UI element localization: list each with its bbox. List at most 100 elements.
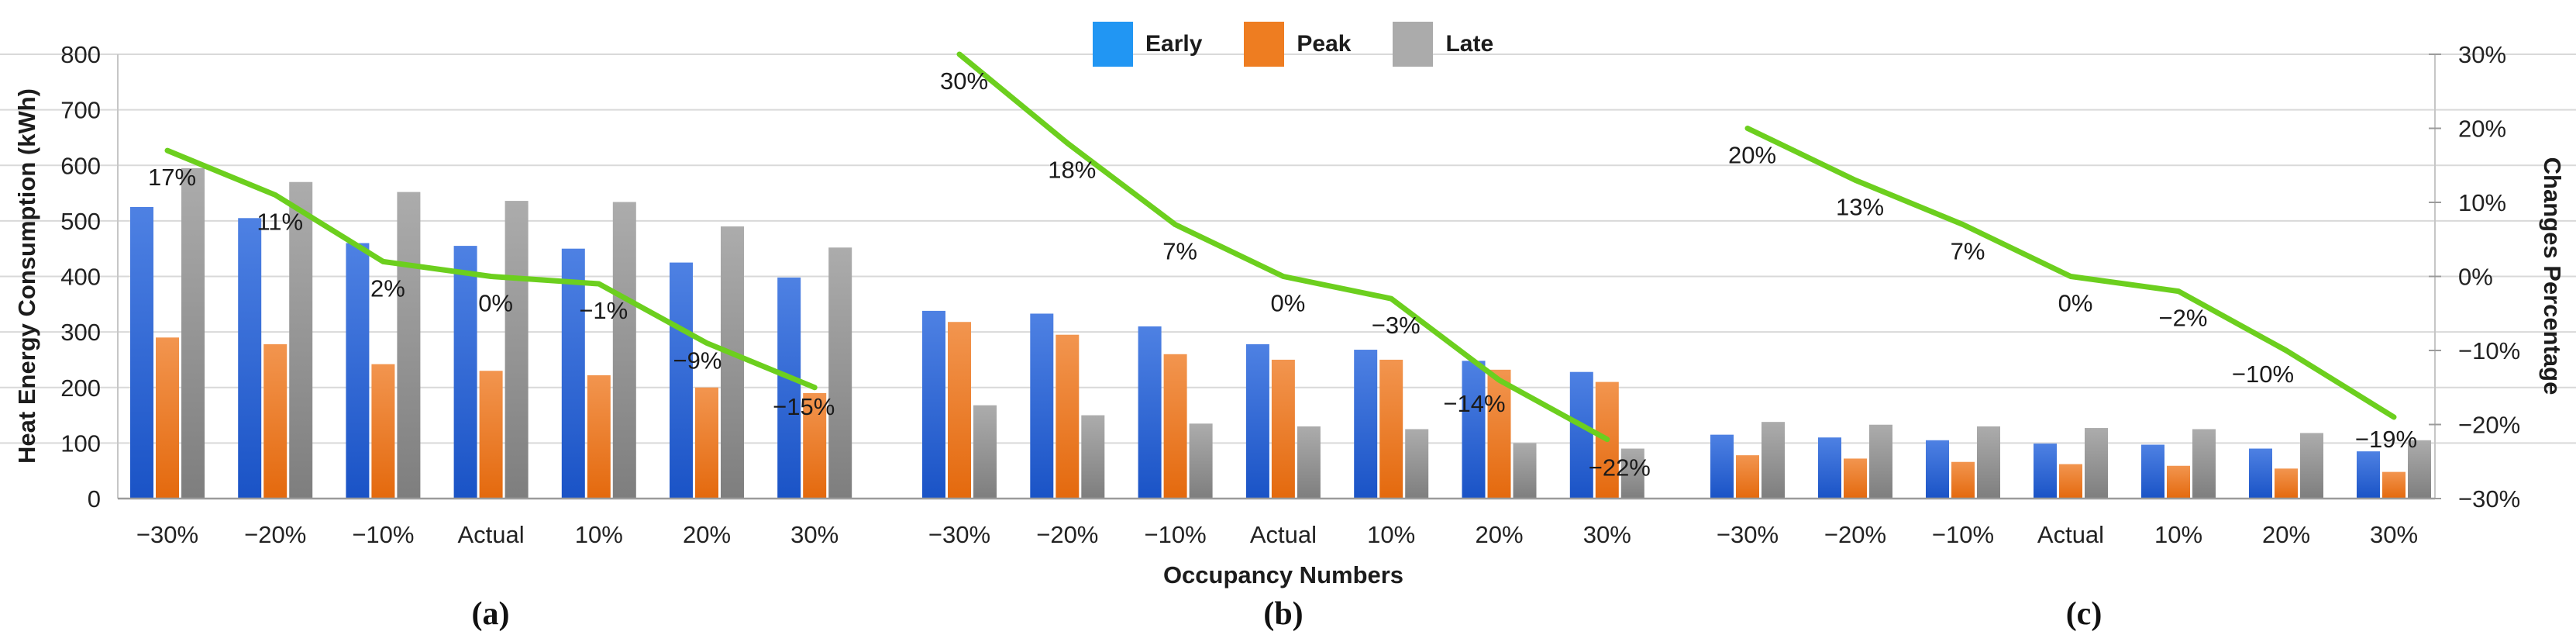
y-left-tick-label: 800 xyxy=(60,41,101,68)
bar-peak xyxy=(2167,465,2190,499)
bar-late xyxy=(1869,424,1892,499)
legend-swatch-peak xyxy=(1244,22,1285,67)
bar-early xyxy=(2034,444,2057,499)
legend: Early Peak Late xyxy=(1093,22,1535,67)
bar-peak xyxy=(479,371,503,499)
changes-line xyxy=(164,147,818,391)
bar-late xyxy=(289,181,313,499)
y-left-tick-label: 600 xyxy=(60,152,101,179)
bar-peak xyxy=(2382,471,2406,499)
x-tick-label: −20% xyxy=(1036,521,1098,548)
bar-early xyxy=(1138,326,1162,499)
bar-early xyxy=(130,206,153,499)
bar-peak xyxy=(695,387,718,499)
bar-peak xyxy=(1487,369,1511,499)
bar-peak xyxy=(371,364,395,499)
x-tick-label: −20% xyxy=(244,521,306,548)
bar-early xyxy=(1354,350,1378,499)
changes-line xyxy=(956,51,1610,443)
bar-early xyxy=(561,248,585,499)
legend-label-late: Late xyxy=(1445,31,1494,57)
line-data-label: 2% xyxy=(370,274,405,302)
y-axis-title-left: Heat Energy Consumption (kWh) xyxy=(13,88,40,464)
bar-early xyxy=(1710,434,1734,499)
line-data-label: −10% xyxy=(2232,361,2294,388)
y-right-tick-label: 30% xyxy=(2458,41,2506,68)
line-data-label: 0% xyxy=(478,290,513,317)
bar-late xyxy=(828,247,852,499)
bar-early xyxy=(1245,343,1269,499)
bar-late xyxy=(1081,415,1105,499)
x-tick-label: 30% xyxy=(790,521,839,548)
x-tick-label: 20% xyxy=(683,521,731,548)
x-tick-label: −30% xyxy=(136,521,198,548)
gridlines xyxy=(0,54,2576,444)
y-left-tick-label: 100 xyxy=(60,430,101,457)
bar-early xyxy=(1818,437,1841,499)
y-left-tick-label: 0 xyxy=(88,485,101,513)
line-data-label: −3% xyxy=(1372,312,1421,339)
x-tick-label: −10% xyxy=(352,521,414,548)
line-data-label: 0% xyxy=(1270,290,1305,317)
bar-early xyxy=(238,218,262,499)
y-left-tick-label: 700 xyxy=(60,97,101,124)
y-right-tick-label: 10% xyxy=(2458,189,2506,216)
bar-late xyxy=(1405,429,1429,499)
bar-early xyxy=(1569,371,1593,499)
bar-late xyxy=(1977,426,2000,499)
line-data-label: −14% xyxy=(1443,390,1505,417)
x-tick-label: 30% xyxy=(2370,521,2418,548)
x-tick-label: −30% xyxy=(928,521,990,548)
bar-late xyxy=(2192,429,2216,499)
legend-swatch-early xyxy=(1093,22,1133,67)
bar-peak xyxy=(2275,468,2298,499)
bar-late xyxy=(721,226,744,499)
bar-early xyxy=(2141,444,2164,499)
panel-letter-a: (a) xyxy=(471,596,510,632)
x-tick-label: −30% xyxy=(1717,521,1779,548)
bar-peak xyxy=(1844,458,1867,499)
bar-early xyxy=(777,277,801,499)
line-data-label: −15% xyxy=(773,393,835,420)
y-right-tick-label: 20% xyxy=(2458,116,2506,143)
line-data-label: 11% xyxy=(257,208,303,235)
bar-early xyxy=(2249,448,2272,499)
line-data-label: 0% xyxy=(2058,290,2093,317)
x-tick-label: −10% xyxy=(1145,521,1207,548)
bar-peak xyxy=(1951,461,1975,499)
bar-late xyxy=(1189,423,1213,499)
y-left-tick-label: 400 xyxy=(60,264,101,291)
x-tick-label: Actual xyxy=(1250,521,1317,548)
line-data-label: 20% xyxy=(1728,142,1776,169)
bar-peak xyxy=(803,392,827,499)
bar-peak xyxy=(1736,455,1759,499)
bar-early xyxy=(670,262,693,499)
bar-peak xyxy=(1163,354,1187,499)
x-tick-label: Actual xyxy=(2037,521,2104,548)
bar-late xyxy=(1513,443,1537,499)
changes-line xyxy=(1744,126,2397,420)
bar-peak xyxy=(1056,334,1080,499)
bar-peak xyxy=(263,343,288,499)
line-data-label: 7% xyxy=(1951,238,1985,265)
y-axis-title-right: Changes Percentage xyxy=(2539,157,2566,395)
line-data-label: −9% xyxy=(673,347,722,374)
panel-c xyxy=(1710,422,2431,499)
bar-late xyxy=(2300,433,2323,499)
bar-late xyxy=(973,405,997,499)
x-axis-title: Occupancy Numbers xyxy=(1162,561,1404,588)
line-data-label: −1% xyxy=(579,297,628,324)
bar-early xyxy=(2357,451,2380,499)
bar-early xyxy=(453,246,477,499)
bar-late xyxy=(397,192,421,499)
line-data-label: −2% xyxy=(2159,305,2208,332)
legend-label-early: Early xyxy=(1145,31,1203,57)
panel-a xyxy=(130,167,852,499)
panel-b xyxy=(922,310,1644,499)
bar-early xyxy=(1030,313,1054,499)
bar-peak xyxy=(156,337,179,499)
x-tick-label: 10% xyxy=(2154,521,2202,548)
legend-label-peak: Peak xyxy=(1297,31,1352,57)
